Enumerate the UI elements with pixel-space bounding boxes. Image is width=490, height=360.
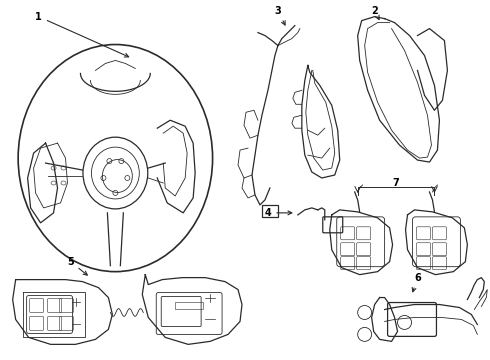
- Text: 6: 6: [412, 273, 421, 292]
- Text: 4: 4: [265, 208, 292, 218]
- Text: 2: 2: [371, 6, 379, 19]
- Text: 7: 7: [392, 178, 399, 188]
- Text: 5: 5: [67, 257, 87, 275]
- Text: 1: 1: [35, 12, 129, 57]
- Text: 3: 3: [274, 6, 285, 25]
